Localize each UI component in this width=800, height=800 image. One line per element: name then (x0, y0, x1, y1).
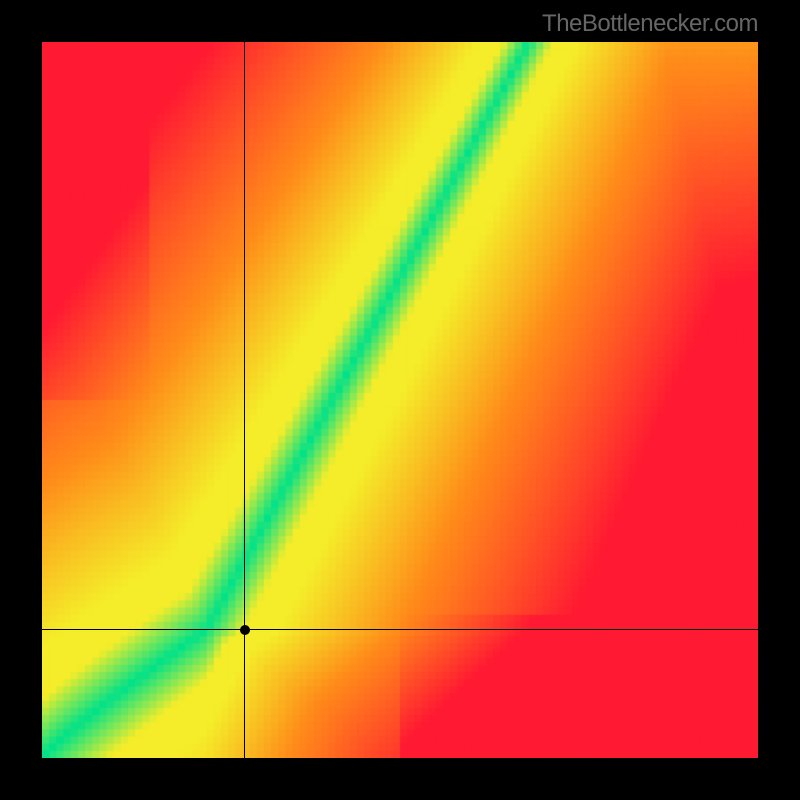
heatmap-canvas (42, 42, 758, 758)
watermark-text: TheBottlenecker.com (542, 10, 758, 38)
bottleneck-heatmap (42, 42, 758, 758)
crosshair-horizontal (42, 629, 758, 630)
crosshair-vertical (244, 42, 245, 758)
crosshair-point (240, 625, 250, 635)
